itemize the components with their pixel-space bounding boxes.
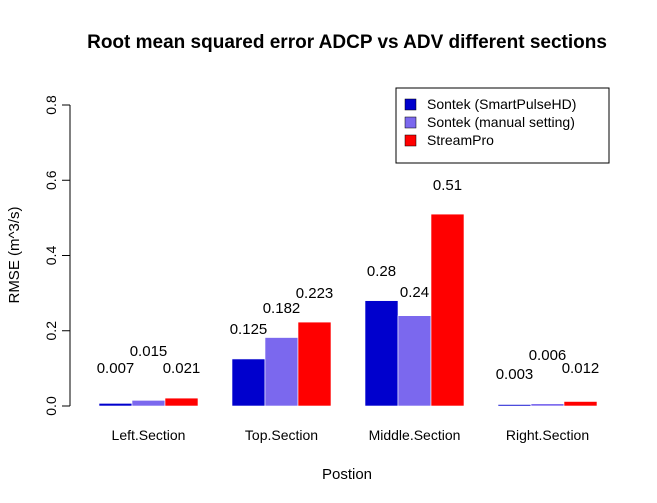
data-label: 0.007 <box>97 360 135 377</box>
bar <box>264 337 299 407</box>
bar <box>497 404 532 407</box>
legend-swatch <box>404 98 417 111</box>
legend-label: StreamPro <box>427 132 494 148</box>
x-tick-label: Top.Section <box>245 427 318 443</box>
data-label: 0.003 <box>496 366 534 383</box>
bar <box>231 358 266 407</box>
data-label: 0.006 <box>529 347 567 364</box>
bar <box>563 401 598 407</box>
data-label: 0.012 <box>562 360 600 377</box>
data-label: 0.28 <box>367 263 396 280</box>
data-label: 0.182 <box>263 300 301 317</box>
bar <box>364 300 399 407</box>
data-label: 0.125 <box>230 321 268 338</box>
y-tick-label: 0.2 <box>43 321 59 341</box>
bars-group <box>98 213 598 407</box>
x-tick-label: Middle.Section <box>369 427 461 443</box>
bar <box>164 397 199 407</box>
x-axis-label: Postion <box>322 466 372 483</box>
bar <box>530 403 565 407</box>
legend-label: Sontek (SmartPulseHD) <box>427 96 576 112</box>
bar <box>397 315 432 407</box>
y-tick-label: 0.6 <box>43 170 59 190</box>
data-label: 0.021 <box>163 360 201 377</box>
y-tick-label: 0.0 <box>43 396 59 416</box>
x-tick-label: Left.Section <box>112 427 186 443</box>
y-axis-label: RMSE (m^3/s) <box>6 206 23 303</box>
legend-swatch <box>404 134 417 147</box>
category-labels-group: Left.Section Top.Section Middle.Section Rig… <box>112 427 590 443</box>
legend-box <box>395 87 610 164</box>
bar <box>131 400 166 407</box>
y-tick-label: 0.8 <box>43 95 59 115</box>
bar <box>297 321 332 407</box>
x-tick-label: Right.Section <box>506 427 589 443</box>
legend-label: Sontek (manual setting) <box>427 114 575 130</box>
data-label: 0.015 <box>130 343 168 360</box>
data-label: 0.24 <box>400 284 429 301</box>
data-label: 0.223 <box>296 285 334 302</box>
y-tick-label: 0.4 <box>43 246 59 266</box>
y-axis: 0.0 0.2 0.4 0.6 0.8 <box>43 95 71 416</box>
legend: Sontek (SmartPulseHD) Sontek (manual sett… <box>395 87 610 164</box>
bar <box>430 213 465 407</box>
data-label: 0.51 <box>433 177 462 194</box>
chart-title: Root mean squared error ADCP vs ADV diff… <box>87 32 607 53</box>
legend-swatch <box>404 116 417 129</box>
bar <box>98 403 133 407</box>
